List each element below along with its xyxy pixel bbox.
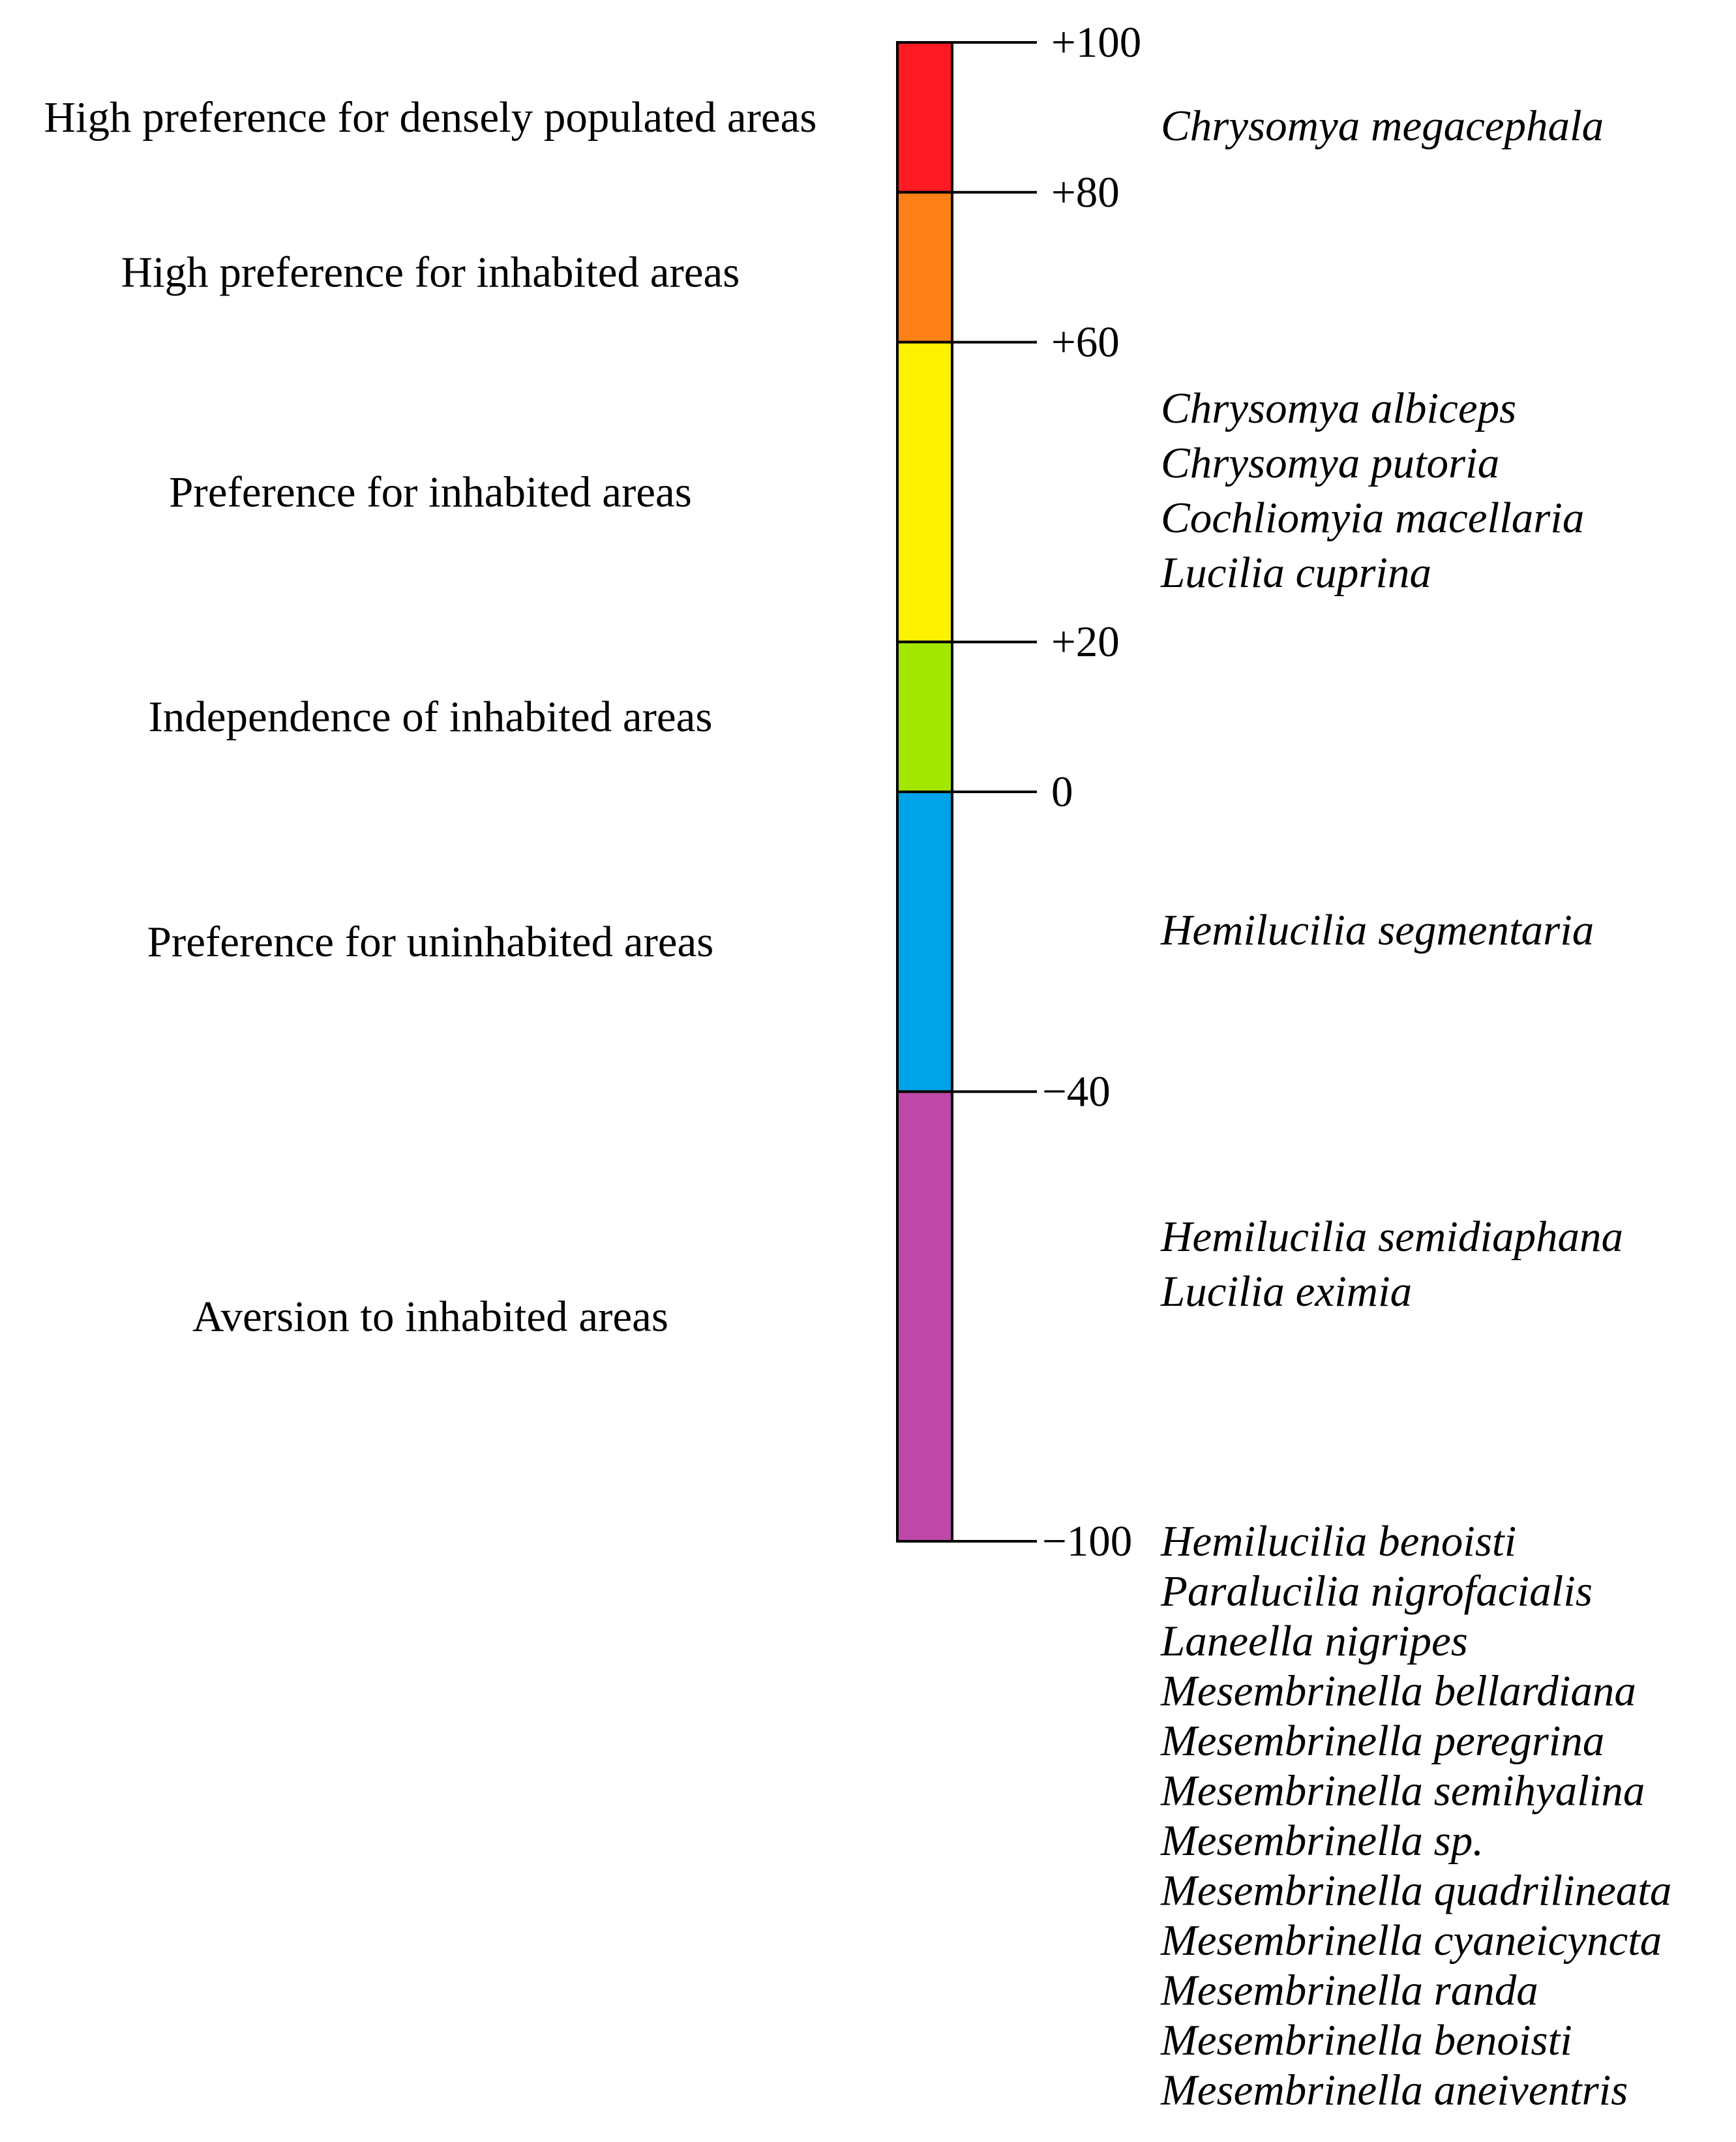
category-labels: High preference for densely populated ar… (44, 93, 817, 1340)
category-label: High preference for inhabited areas (121, 249, 740, 297)
category-label: Preference for uninhabited areas (147, 918, 714, 966)
species-name: Mesembrinella randa (1160, 1967, 1538, 2015)
tick-label: −100 (1042, 1517, 1132, 1565)
tick-label: 0 (1051, 768, 1073, 816)
color-bar (896, 41, 953, 1543)
species-name: Paralucilia nigrofacialis (1160, 1567, 1593, 1616)
category-label: Aversion to inhabited areas (192, 1292, 668, 1340)
species-name: Mesembrinella aneiventris (1160, 2066, 1628, 2115)
scale-band (896, 340, 953, 644)
species-name: Lucilia eximia (1160, 1267, 1412, 1316)
scale-band (896, 791, 953, 1093)
species-name: Chrysomya putoria (1161, 439, 1499, 487)
category-label: Independence of inhabited areas (149, 693, 713, 741)
species-name: Hemilucilia benoisti (1160, 1517, 1516, 1565)
tick-label: +100 (1051, 18, 1141, 67)
species-name: Hemilucilia segmentaria (1160, 906, 1594, 954)
species-name: Mesembrinella peregrina (1160, 1717, 1604, 1765)
species-name: Lucilia cuprina (1160, 549, 1431, 597)
tick-label: −40 (1042, 1068, 1111, 1116)
species-name: Cochliomyia macellaria (1161, 494, 1584, 542)
scale-band (896, 1090, 953, 1543)
tick-marks: +100 +80 +60 +20 0 −40 −100 (952, 18, 1141, 1565)
species-name: Mesembrinella bellardiana (1160, 1667, 1636, 1715)
species-name: Chrysomya albiceps (1161, 384, 1516, 432)
scale-band (896, 641, 953, 794)
species-name: Hemilucilia semidiaphana (1160, 1213, 1623, 1261)
scale-band (896, 41, 953, 194)
tick-label: +20 (1051, 618, 1120, 666)
species-labels: Chrysomya megacephala Chrysomya albiceps C… (1160, 102, 1671, 2115)
scale-band (896, 190, 953, 344)
category-label: Preference for inhabited areas (169, 468, 692, 516)
species-name: Mesembrinella benoisti (1160, 2016, 1572, 2064)
tick-label: +60 (1051, 318, 1120, 367)
species-name: Mesembrinella quadrilineata (1160, 1867, 1671, 1915)
category-label: High preference for densely populated ar… (44, 93, 817, 142)
species-name: Mesembrinella semihyalina (1160, 1767, 1645, 1815)
species-name: Chrysomya megacephala (1161, 102, 1604, 150)
species-name: Laneella nigripes (1160, 1617, 1468, 1665)
species-name: Mesembrinella cyaneicyncta (1160, 1916, 1662, 1965)
species-name: Mesembrinella sp. (1160, 1817, 1484, 1865)
tick-label: +80 (1051, 168, 1120, 217)
